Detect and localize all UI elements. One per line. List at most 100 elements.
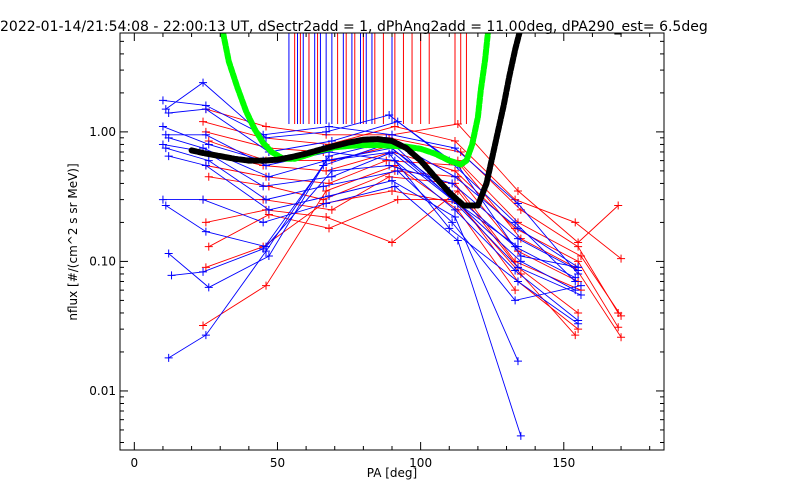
red-data-point xyxy=(453,120,462,129)
blue-data-point xyxy=(450,213,459,222)
blue-data-point xyxy=(385,111,394,120)
blue-data-point xyxy=(264,205,273,214)
black-fit-curve xyxy=(188,33,523,209)
blue-data-point xyxy=(164,108,173,117)
red-data-point xyxy=(617,311,626,320)
blue-data-point xyxy=(158,96,167,105)
blue-data-point xyxy=(393,117,402,126)
blue-data-point xyxy=(164,133,173,142)
red-data-point xyxy=(388,238,396,247)
blue-data-point xyxy=(204,140,213,149)
blue-series-line xyxy=(165,134,579,321)
x-tick-label: 100 xyxy=(409,456,432,470)
red-data-point xyxy=(574,242,583,251)
red-data-point xyxy=(617,333,626,342)
blue-data-point xyxy=(201,130,210,139)
red-data-point xyxy=(262,281,271,290)
blue-data-point xyxy=(325,191,334,200)
x-tick-label: 150 xyxy=(552,456,575,470)
x-tick-label: 50 xyxy=(270,456,285,470)
x-axis-label: PA [deg] xyxy=(367,466,417,480)
green-fit-curve xyxy=(220,33,491,168)
blue-data-point xyxy=(453,236,462,245)
red-series-line xyxy=(202,151,619,328)
blue-data-point xyxy=(511,218,520,227)
blue-data-point xyxy=(167,271,176,280)
red-data-point xyxy=(201,218,210,227)
red-data-point xyxy=(322,213,331,222)
blue-data-point xyxy=(516,431,525,440)
blue-data-point xyxy=(158,122,167,131)
blue-data-point xyxy=(574,263,583,272)
red-data-point xyxy=(574,308,583,317)
blue-data-point xyxy=(574,319,583,328)
red-data-point xyxy=(325,179,334,188)
blue-data-point xyxy=(161,144,170,153)
axes: 0 50 100 150 0.01 0.10 1.00 xyxy=(89,33,664,470)
red-data-point xyxy=(513,186,522,195)
blue-data-point xyxy=(385,161,394,170)
red-data-point xyxy=(450,137,459,146)
blue-data-point xyxy=(322,199,331,208)
blue-data-point xyxy=(164,249,173,258)
blue-data-point xyxy=(325,152,334,161)
red-data-point xyxy=(388,186,396,195)
y-tick-label: 0.01 xyxy=(89,384,116,398)
red-data-point xyxy=(393,195,402,204)
red-data-point xyxy=(201,263,210,272)
red-data-point xyxy=(204,172,213,181)
chart-title: 2022-01-14/21:54:08 - 22:00:13 UT, dSect… xyxy=(0,19,708,35)
blue-data-point xyxy=(388,176,396,185)
blue-data-point xyxy=(201,161,210,170)
blue-data-point xyxy=(513,242,522,251)
blue-data-point xyxy=(201,331,210,340)
blue-data-point xyxy=(450,205,459,214)
red-data-point xyxy=(576,252,585,261)
blue-data-point xyxy=(262,247,271,256)
red-data-point xyxy=(382,156,391,165)
red-data-point xyxy=(516,269,525,278)
blue-data-point xyxy=(322,156,331,165)
blue-series-line xyxy=(171,143,576,279)
blue-data-point xyxy=(448,218,457,227)
blue-data-point xyxy=(388,147,396,156)
red-data-point xyxy=(322,186,331,195)
blue-data-point xyxy=(327,166,336,175)
blue-data-point xyxy=(259,182,268,191)
red-series-line xyxy=(205,131,619,314)
blue-data-point xyxy=(204,156,213,165)
blue-data-point xyxy=(199,195,208,204)
red-data-point xyxy=(199,117,208,126)
blue-data-point xyxy=(571,286,580,295)
y-axis-label: nflux [#/(cm^2 s sr MeV)] xyxy=(66,163,80,320)
blue-data-point xyxy=(319,182,328,191)
blue-data-point xyxy=(571,273,580,282)
x-tick-label: 0 xyxy=(130,456,138,470)
blue-data-point xyxy=(158,195,167,204)
blue-data-point xyxy=(259,218,268,227)
blue-data-point xyxy=(513,234,522,243)
blue-data-point xyxy=(576,281,585,290)
red-data-point xyxy=(511,286,520,295)
red-data-point xyxy=(614,323,623,332)
red-data-point xyxy=(327,205,336,214)
blue-data-point xyxy=(161,201,170,210)
red-data-point xyxy=(204,242,213,251)
blue-data-point xyxy=(201,227,210,236)
blue-data-point xyxy=(513,199,522,208)
y-tick-label: 1.00 xyxy=(89,125,116,139)
red-data-point xyxy=(390,122,399,131)
blue-series-line xyxy=(165,165,579,271)
red-data-point xyxy=(571,218,580,227)
blue-series-line xyxy=(162,99,579,275)
blue-data-point xyxy=(576,291,585,300)
blue-series-line xyxy=(168,151,519,359)
blue-data-point xyxy=(513,277,522,286)
blue-data-point xyxy=(516,257,525,266)
blue-series-line xyxy=(165,147,582,301)
blue-data-point xyxy=(264,172,273,181)
blue-data-point xyxy=(448,179,457,188)
blue-data-point xyxy=(204,283,213,292)
red-series-line xyxy=(205,108,619,244)
